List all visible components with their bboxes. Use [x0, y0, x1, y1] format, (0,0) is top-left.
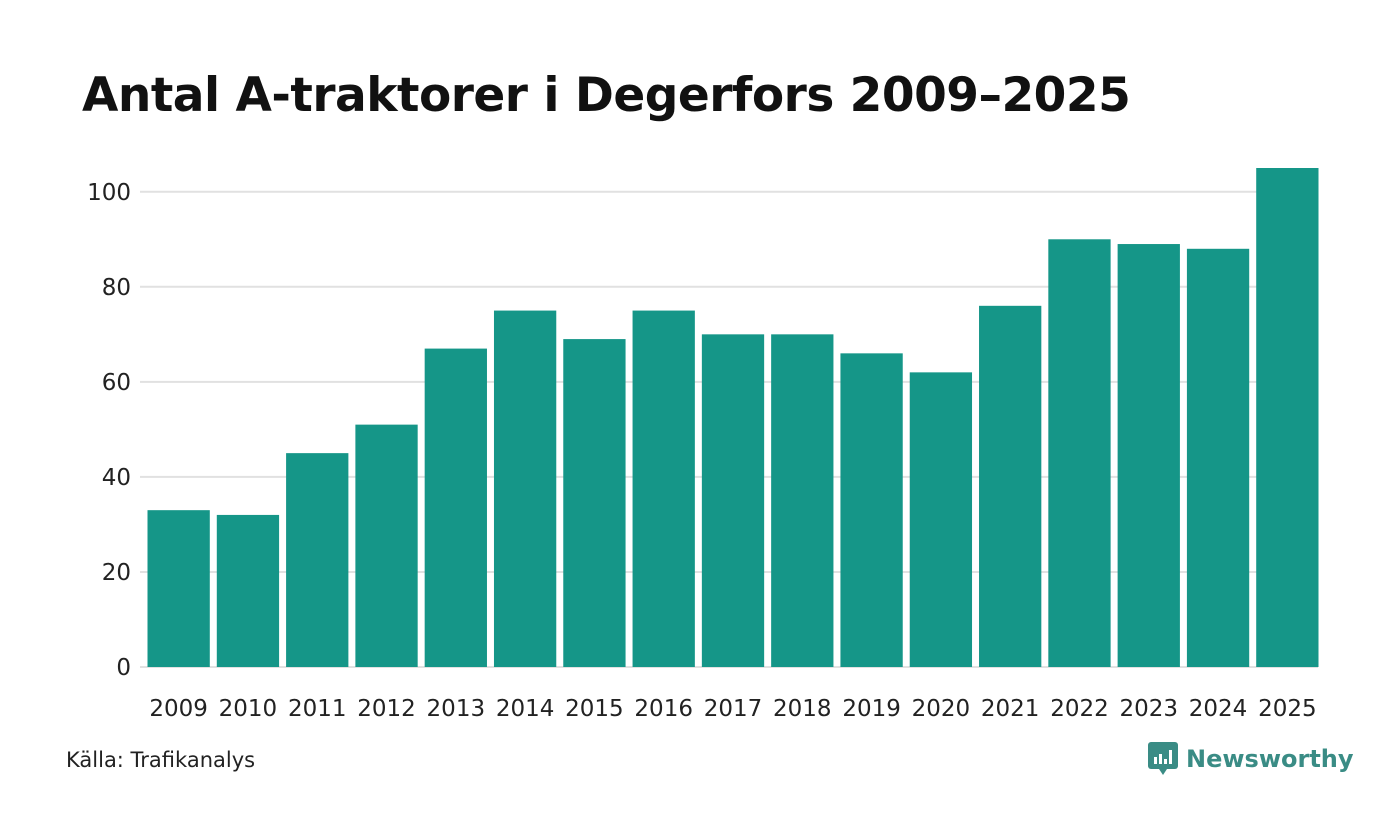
y-tick-label: 0 [116, 655, 131, 681]
bar-2018 [771, 334, 834, 667]
x-tick-label: 2009 [149, 696, 208, 722]
bar-2024 [1186, 248, 1250, 668]
x-tick-label: 2012 [357, 696, 416, 722]
y-tick-label: 100 [87, 180, 131, 206]
bar-2017 [701, 334, 765, 667]
bar-2014 [493, 310, 557, 667]
chart-title: Antal A-traktorer i Degerfors 2009–2025 [82, 68, 1131, 123]
x-tick-label: 2015 [565, 696, 624, 722]
x-tick-label: 2017 [704, 696, 763, 722]
bars [147, 168, 1319, 668]
x-tick-label: 2018 [773, 696, 832, 722]
bar-2013 [424, 348, 487, 667]
bar-2021 [979, 305, 1042, 667]
bar-2011 [286, 453, 349, 667]
bar-2023 [1117, 244, 1180, 668]
x-tick-label: 2025 [1258, 696, 1317, 722]
x-axis-tick-labels: 2009 2010 2011 2012 2013 2014 2015 2016 2017 2018… [149, 696, 1316, 722]
bar-2016 [632, 310, 695, 667]
x-tick-label: 2010 [219, 696, 278, 722]
y-axis-tick-labels: 0 20 40 60 80 100 [87, 180, 131, 681]
x-tick-label: 2019 [842, 696, 901, 722]
x-tick-label: 2024 [1189, 696, 1248, 722]
x-tick-label: 2014 [496, 696, 555, 722]
brand-logo: Newsworthy [1148, 742, 1354, 776]
y-tick-label: 40 [102, 465, 131, 491]
x-tick-label: 2013 [427, 696, 486, 722]
bar-2009 [147, 510, 210, 667]
bar-2015 [563, 339, 626, 667]
bar-2020 [909, 372, 973, 667]
bar-2022 [1048, 239, 1111, 668]
y-tick-label: 20 [102, 560, 131, 586]
newsworthy-logo-icon [1148, 742, 1178, 775]
y-tick-label: 60 [102, 370, 131, 396]
source-note: Källa: Trafikanalys [66, 748, 256, 772]
x-tick-label: 2011 [288, 696, 347, 722]
bar-2019 [840, 353, 903, 667]
bar-2012 [355, 424, 418, 667]
x-tick-label: 2022 [1050, 696, 1109, 722]
x-tick-label: 2023 [1119, 696, 1178, 722]
x-tick-label: 2016 [634, 696, 693, 722]
brand-name: Newsworthy [1186, 745, 1354, 773]
x-tick-label: 2021 [981, 696, 1040, 722]
x-tick-label: 2020 [912, 696, 971, 722]
y-tick-label: 80 [102, 275, 131, 301]
bar-2025 [1256, 168, 1319, 667]
bar-2010 [216, 514, 280, 667]
